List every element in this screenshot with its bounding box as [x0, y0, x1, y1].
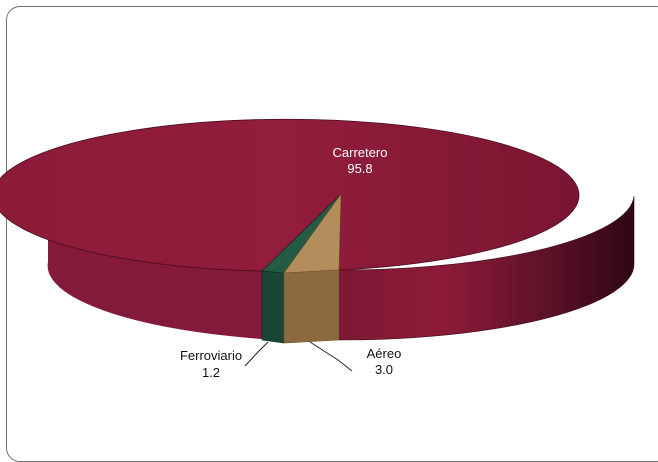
label-aereo-value: 3.0	[375, 362, 393, 377]
label-ferroviario-name: Ferroviario	[180, 348, 242, 363]
slice-side-ferroviario	[261, 270, 285, 344]
slice-top-carretero	[0, 118, 580, 272]
label-ferroviario-value: 1.2	[202, 365, 220, 380]
label-carretero-name: Carretero	[333, 145, 388, 160]
slice-side-carretero-right	[338, 195, 635, 341]
slice-side-carretero	[47, 194, 262, 339]
slice-side-aereo	[283, 269, 340, 344]
label-carretero-value: 95.8	[347, 161, 372, 176]
leader-line-ferroviario	[244, 341, 269, 367]
leader-line-aereo	[309, 341, 353, 372]
pie-chart: Carretero 95.8 Aéreo 3.0 Ferroviario 1.2	[0, 118, 635, 380]
label-aereo-name: Aéreo	[367, 346, 402, 361]
